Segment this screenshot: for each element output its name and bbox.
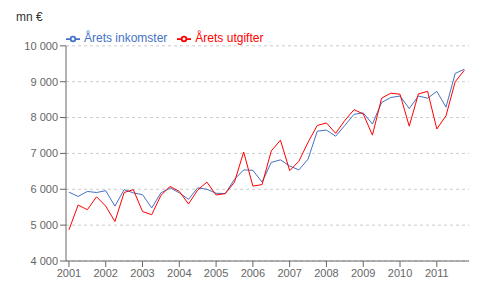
svg-text:10 000: 10 000 — [24, 40, 58, 52]
svg-text:4 000: 4 000 — [30, 255, 58, 267]
svg-text:5 000: 5 000 — [30, 219, 58, 231]
svg-text:2005: 2005 — [204, 267, 228, 279]
svg-text:2001: 2001 — [57, 267, 81, 279]
svg-text:6 000: 6 000 — [30, 183, 58, 195]
svg-text:2011: 2011 — [425, 267, 449, 279]
svg-text:2003: 2003 — [130, 267, 154, 279]
svg-text:2010: 2010 — [388, 267, 412, 279]
html-text:Årets utgifter: Årets utgifter — [195, 31, 264, 45]
svg-text:2009: 2009 — [351, 267, 375, 279]
html-text:Årets inkomster: Årets inkomster — [84, 31, 168, 45]
svg-text:8 000: 8 000 — [30, 111, 58, 123]
svg-text:2006: 2006 — [241, 267, 265, 279]
html-text:mn €: mn € — [16, 10, 43, 24]
svg-text:2004: 2004 — [167, 267, 191, 279]
svg-text:7 000: 7 000 — [30, 147, 58, 159]
svg-text:2008: 2008 — [314, 267, 338, 279]
svg-text:2007: 2007 — [277, 267, 301, 279]
svg-text:2002: 2002 — [93, 267, 117, 279]
svg-text:9 000: 9 000 — [30, 76, 58, 88]
